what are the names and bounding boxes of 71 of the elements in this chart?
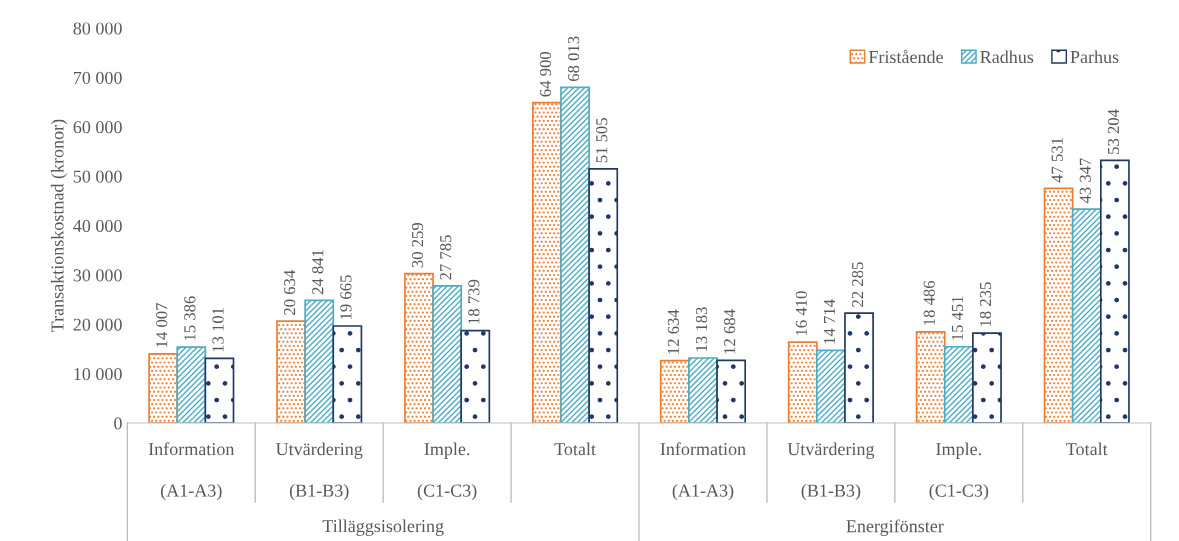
data-label: 27 785 [440, 235, 452, 280]
bar [176, 346, 207, 424]
bar [787, 341, 818, 424]
bar [432, 285, 463, 424]
data-label: 30 259 [411, 222, 424, 268]
data-label: 12 684 [724, 309, 736, 354]
x-tick-label: Totalt [1066, 442, 1108, 456]
bar [844, 312, 874, 424]
bar [560, 86, 590, 424]
bar [688, 357, 718, 424]
data-label: 15 386 [184, 296, 196, 341]
y-tick-label: 20 000 [73, 318, 122, 331]
data-label: 51 505 [596, 118, 608, 163]
text: Energifönster [846, 519, 944, 537]
data-label: 13 101 [212, 308, 224, 352]
bar [460, 329, 491, 424]
category-label: Information (A1-A3) [660, 442, 746, 501]
y-tick-label: 50 000 [73, 170, 122, 183]
data-label: 24 841 [312, 250, 324, 295]
data-label: 64 900 [539, 51, 552, 97]
bar [1071, 208, 1102, 424]
legend-label: Parhus [1070, 50, 1119, 64]
category-label: Utvärdering (B1-B3) [275, 442, 363, 501]
y-tick-label: 60 000 [73, 121, 122, 134]
bar [915, 330, 946, 424]
bar [588, 167, 619, 424]
data-label: 15 451 [951, 296, 963, 340]
data-label: 16 410 [795, 291, 807, 336]
data-label: 14 007 [156, 303, 168, 347]
data-label: 47 531 [1051, 138, 1063, 183]
x-tick-label: Totalt [554, 442, 596, 456]
bar [404, 272, 434, 424]
data-label: 43 347 [1079, 158, 1091, 204]
data-label: 22 285 [851, 262, 864, 307]
data-label: 53 204 [1107, 109, 1120, 154]
bar [1043, 187, 1074, 424]
data-label: 14 714 [823, 299, 835, 344]
text: Tilläggsisolering [322, 519, 444, 536]
data-label: 68 013 [567, 36, 580, 82]
legend-label: Fristående [868, 49, 943, 64]
bar [659, 359, 690, 424]
data-label: 19 665 [340, 275, 352, 319]
y-tick-label: 0 [114, 417, 122, 430]
y-tick-label: 40 000 [73, 219, 122, 233]
category-label: Imple. (C1-C3) [417, 442, 477, 501]
y-tick-label: 70 000 [74, 71, 122, 84]
bar [204, 357, 235, 424]
category-label: Imple. (C1-C3) [929, 442, 989, 501]
category-label: Utvärdering (B1-B3) [787, 442, 875, 501]
data-label: 20 634 [284, 270, 296, 315]
legend-label: Radhus [980, 50, 1034, 64]
data-label: 18 235 [979, 282, 992, 327]
bar [332, 325, 363, 424]
y-tick-label: 10 000 [74, 367, 122, 381]
bar [148, 353, 179, 424]
bar [304, 299, 335, 424]
y-axis-title: Transaktionskostnad (kronor) [50, 119, 68, 333]
data-label: 12 634 [667, 309, 680, 354]
bar [943, 345, 974, 424]
data-label: 18 739 [468, 279, 480, 324]
data-label: 18 486 [923, 280, 935, 325]
bar [716, 359, 747, 424]
bar [532, 101, 562, 424]
bar [276, 320, 306, 424]
data-label: 13 183 [695, 307, 708, 351]
category-label: Information (A1-A3) [148, 442, 235, 501]
bar [815, 349, 846, 424]
bar [972, 332, 1002, 424]
bar [1099, 159, 1130, 424]
y-tick-label: 30 000 [73, 269, 122, 282]
y-tick-label: 80 000 [73, 22, 122, 35]
